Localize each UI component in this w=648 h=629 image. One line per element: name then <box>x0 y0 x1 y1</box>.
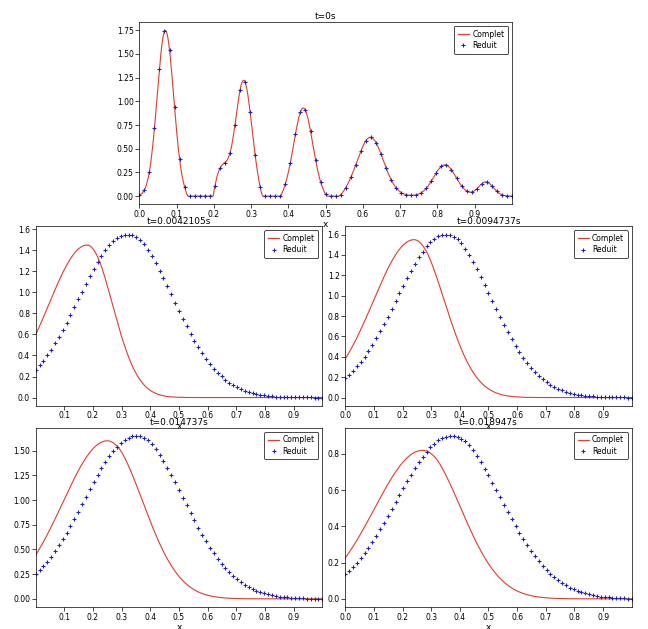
Title: t=0.018947s: t=0.018947s <box>459 418 518 427</box>
X-axis label: x: x <box>176 623 181 629</box>
Legend: Complet, Reduit: Complet, Reduit <box>573 431 628 459</box>
X-axis label: x: x <box>323 220 329 230</box>
Title: t=0s: t=0s <box>315 12 336 21</box>
Title: t=0.0094737s: t=0.0094737s <box>456 216 521 226</box>
X-axis label: x: x <box>176 421 181 431</box>
X-axis label: x: x <box>486 623 491 629</box>
Title: t=0.0042105s: t=0.0042105s <box>146 216 211 226</box>
Legend: Complet, Reduit: Complet, Reduit <box>573 230 628 258</box>
Legend: Complet, Reduit: Complet, Reduit <box>264 230 318 258</box>
Title: t=0.014737s: t=0.014737s <box>150 418 208 427</box>
Legend: Complet, Reduit: Complet, Reduit <box>264 431 318 459</box>
X-axis label: x: x <box>486 421 491 431</box>
Legend: Complet, Reduit: Complet, Reduit <box>454 26 508 53</box>
